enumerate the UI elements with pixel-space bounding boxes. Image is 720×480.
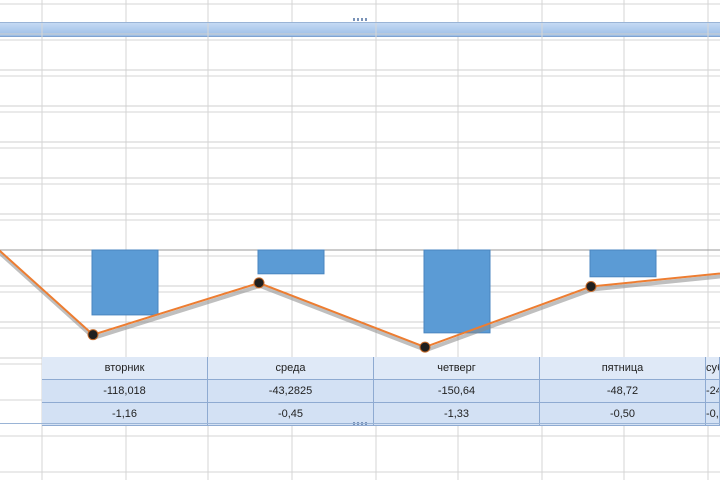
table-value-cell: -1,33 (374, 403, 540, 426)
bar-вторник[interactable] (91, 249, 159, 316)
resize-grip-top[interactable] (353, 18, 367, 21)
bar-среда[interactable] (257, 249, 325, 275)
table-header-cell: вторник (42, 357, 208, 380)
line-marker-вторник[interactable] (87, 329, 99, 341)
line-marker-среда[interactable] (253, 277, 265, 289)
table-value-cell: -0,45 (208, 403, 374, 426)
table-value-cell: -1,16 (42, 403, 208, 426)
bar-четверг[interactable] (423, 249, 491, 334)
table-value-cell: -24,43 (706, 380, 720, 403)
line-marker-четверг[interactable] (419, 341, 431, 353)
table-value-cell: -150,64 (374, 380, 540, 403)
table-header-cell: четверг (374, 357, 540, 380)
table-header-cell: пятница (540, 357, 706, 380)
table-value-cell: -43,2825 (208, 380, 374, 403)
table-value-cell: -0,27 (706, 403, 720, 426)
line-marker-пятница[interactable] (585, 281, 597, 292)
table-value-cell: -48,72 (540, 380, 706, 403)
chart-title-bar[interactable] (0, 18, 720, 37)
table-header-cell: суббота (706, 357, 720, 380)
table-value-cell: -0,50 (540, 403, 706, 426)
bar-пятница[interactable] (589, 249, 657, 278)
resize-grip-bottom[interactable] (353, 422, 367, 425)
embedded-chart[interactable]: вторниксредачетвергпятницасуббота -118,01… (0, 18, 720, 426)
table-value-cell: -118,018 (42, 380, 208, 403)
chart-plot-area (0, 22, 720, 359)
table-header-cell: среда (208, 357, 374, 380)
